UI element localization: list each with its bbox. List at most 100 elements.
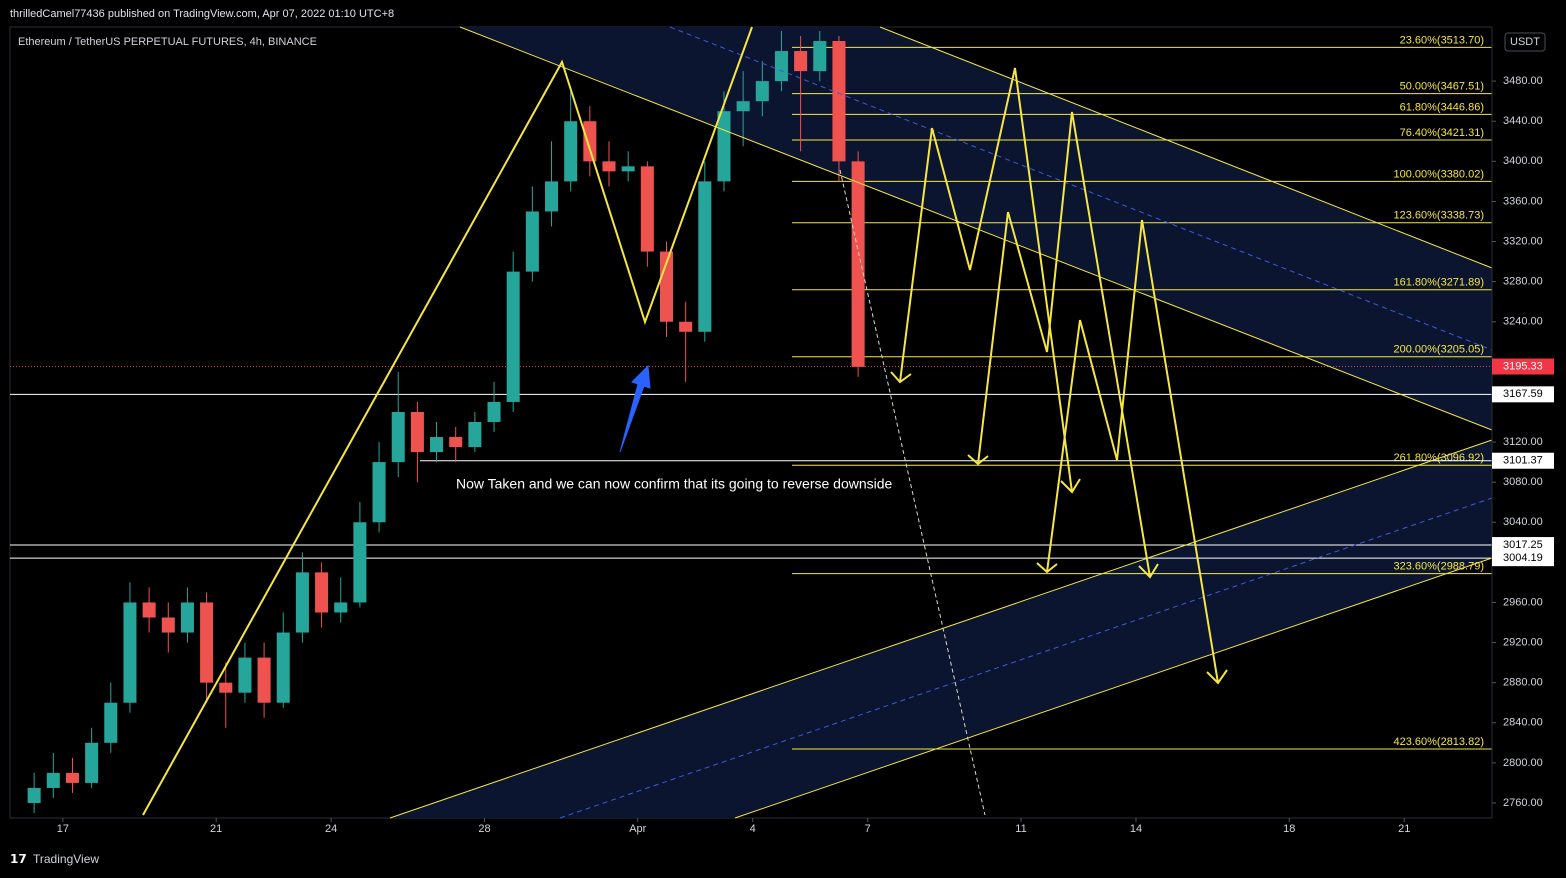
candle-body [353, 522, 367, 603]
candle-body [123, 602, 137, 703]
candle-body [755, 81, 769, 102]
path [931, 67, 1073, 493]
projection-line [839, 169, 986, 816]
fib-label: 323.60%(2988.79) [1393, 560, 1484, 572]
candle-body [717, 111, 731, 182]
candle-body [545, 181, 559, 212]
y-tick-label: 3480.00 [1503, 75, 1543, 87]
price-tag [1492, 537, 1554, 554]
candle-body [295, 572, 309, 633]
candle-body [200, 602, 214, 683]
candle-body [238, 657, 252, 693]
y-tick-label: 3120.00 [1503, 436, 1543, 448]
x-tick-label: Apr [629, 823, 646, 835]
candle-body [487, 401, 501, 422]
y-tick-label: 3080.00 [1503, 476, 1543, 488]
channel-line [734, 557, 1493, 819]
candle-body [161, 617, 175, 633]
path [1007, 111, 1151, 578]
brand: TradingView [33, 852, 99, 866]
arrowhead [1206, 669, 1228, 685]
candle-body [698, 181, 712, 332]
candle-body [142, 602, 156, 618]
price-tag-label: 3004.19 [1503, 552, 1543, 564]
candle-body [85, 742, 99, 783]
price-tag-label: 3017.25 [1503, 539, 1543, 551]
candle-body [391, 411, 405, 463]
candle-body [564, 121, 578, 182]
path [1046, 319, 1081, 573]
y-tick-label: 3240.00 [1503, 316, 1543, 328]
pointer-arrow [619, 364, 651, 453]
drawings [142, 26, 1493, 819]
y-tick-label: 3320.00 [1503, 235, 1543, 247]
x-tick-label: 21 [1398, 823, 1410, 835]
y-tick-label: 3440.00 [1503, 115, 1543, 127]
fib-label: 423.60%(2813.82) [1393, 736, 1484, 748]
price-tag [1492, 550, 1554, 567]
fib-label: 161.80%(3271.89) [1393, 277, 1484, 289]
y-tick-label: 3400.00 [1503, 155, 1543, 167]
channel-mid [559, 497, 1493, 819]
candle-body [679, 321, 693, 332]
plot-area [9, 26, 1493, 819]
candle-body [525, 211, 539, 272]
currency: USDT [1510, 36, 1540, 48]
x-tick-label: 28 [478, 823, 490, 835]
last-price-tag [1492, 358, 1554, 375]
candle-body [736, 101, 750, 112]
fib-label: 50.00%(3467.51) [1400, 81, 1484, 93]
x-tick-label: 14 [1130, 823, 1142, 835]
annotation: Now Taken and we can now confirm that it… [456, 476, 893, 492]
y-tick-label: 2880.00 [1503, 677, 1543, 689]
x-tick-label: 4 [750, 823, 756, 835]
last-price-label: 3195.33 [1503, 360, 1543, 372]
arrowhead [1060, 478, 1081, 494]
arrowhead [1036, 562, 1058, 574]
candle-body [219, 682, 233, 693]
candle-body [276, 632, 290, 703]
price-tag [1492, 452, 1554, 469]
zigzag [142, 26, 753, 816]
candle-body [372, 462, 386, 523]
currency-badge [1504, 32, 1546, 52]
candle-body [640, 166, 654, 252]
candle-body [583, 121, 597, 162]
candle-body [27, 787, 41, 803]
candle-body [334, 602, 348, 613]
price-tag-label: 3101.37 [1503, 455, 1543, 467]
y-tick-label: 3280.00 [1503, 276, 1543, 288]
candle-body [430, 437, 444, 453]
y-tick-label: 2840.00 [1503, 717, 1543, 729]
candle-body [315, 572, 329, 613]
x-tick-label: 7 [865, 823, 871, 835]
channel-line [879, 26, 1493, 269]
y-tick-label: 2920.00 [1503, 636, 1543, 648]
projection-paths [890, 67, 1228, 685]
path [977, 211, 1009, 465]
fib-label: 23.60%(3513.70) [1400, 34, 1484, 46]
y-tick-label: 2800.00 [1503, 757, 1543, 769]
fib-label: 61.80%(3446.86) [1400, 101, 1484, 113]
candle-body [851, 161, 865, 367]
path [1079, 219, 1219, 684]
arrowhead [967, 454, 989, 466]
fib-label: 123.60%(3338.73) [1393, 210, 1484, 222]
candle-body [794, 51, 808, 72]
chart-title: Ethereum / TetherUS PERPETUAL FUTURES, 4… [18, 36, 317, 48]
y-tick-label: 2960.00 [1503, 596, 1543, 608]
candle-body [468, 421, 482, 448]
y-tick-label: 3040.00 [1503, 516, 1543, 528]
x-tick-label: 11 [1015, 823, 1026, 835]
channel-line [389, 439, 1493, 819]
candle-body [449, 437, 463, 448]
arrowhead [890, 371, 912, 384]
candle-body [832, 41, 846, 162]
candle-body [180, 602, 194, 633]
fib-label: 76.40%(3421.31) [1400, 127, 1484, 139]
channel-mid [669, 26, 1493, 351]
x-tick-label: 21 [210, 823, 222, 835]
price-tag [1492, 386, 1554, 403]
